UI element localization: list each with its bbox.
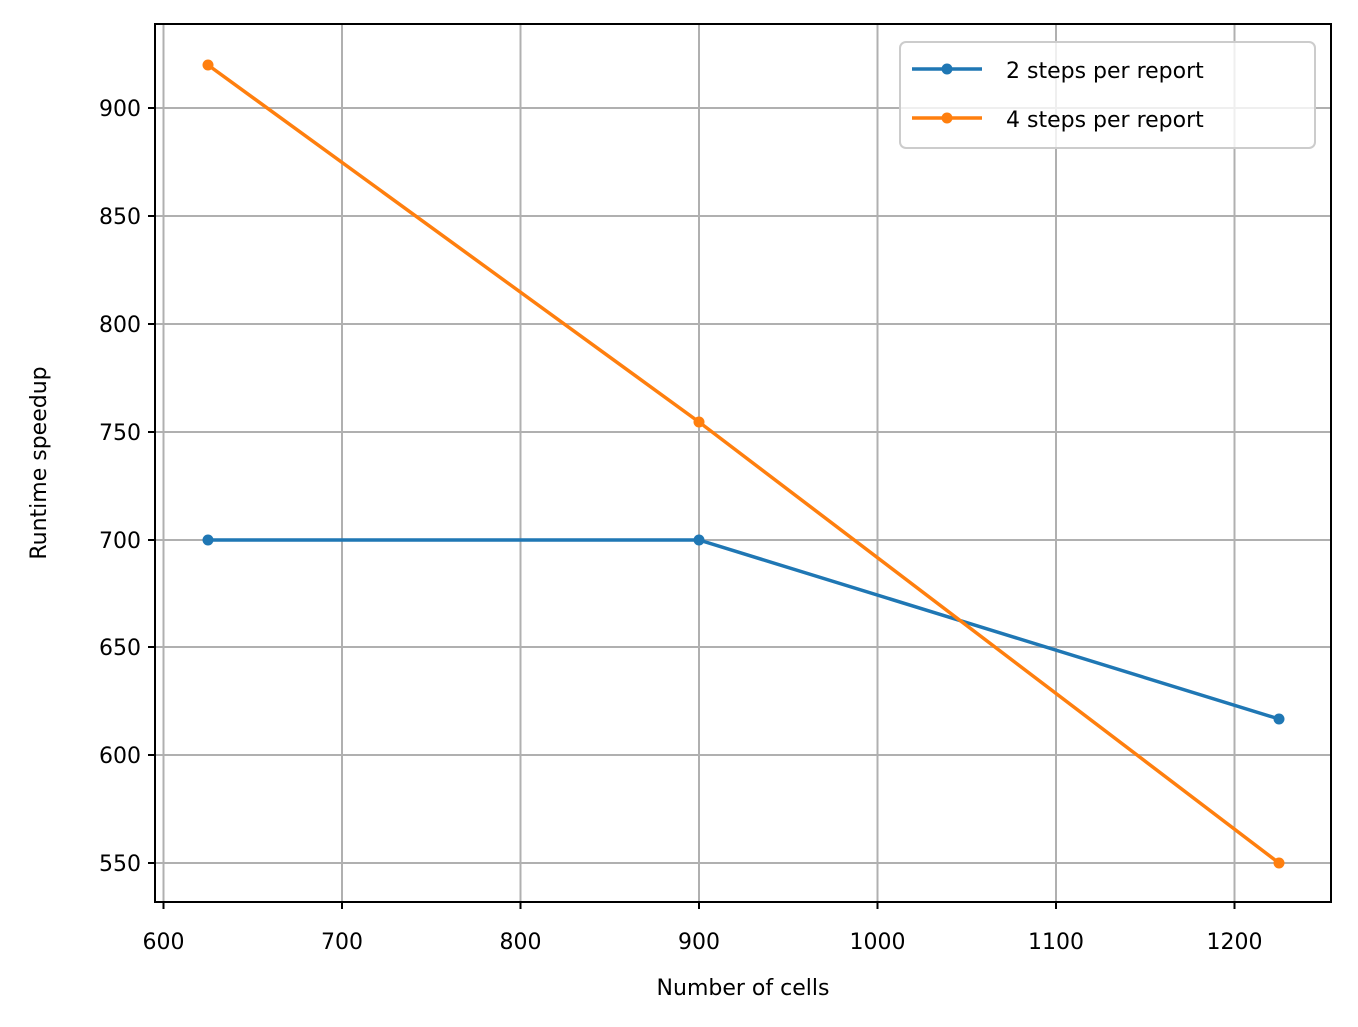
axes-frame xyxy=(154,23,1332,903)
legend-label: 4 steps per report xyxy=(1006,108,1204,133)
x-axis-label: Number of cells xyxy=(657,976,830,1001)
series-4-steps xyxy=(202,59,1285,869)
y-axis xyxy=(148,107,155,864)
y-tick-label: 700 xyxy=(99,529,141,554)
y-tick-label: 850 xyxy=(99,205,141,230)
legend-marker-icon xyxy=(941,63,953,75)
y-tick-label: 550 xyxy=(99,852,141,877)
x-tick-label: 800 xyxy=(500,930,542,955)
y-tick-label: 600 xyxy=(99,744,141,769)
x-tick-label: 600 xyxy=(143,930,185,955)
y-axis-label: Runtime speedup xyxy=(27,366,52,559)
x-tick-label: 1000 xyxy=(850,930,906,955)
y-tick-label: 750 xyxy=(99,421,141,446)
y-tick-label: 900 xyxy=(99,97,141,122)
x-axis xyxy=(162,902,1236,909)
x-tick-label: 1200 xyxy=(1207,930,1263,955)
x-tick-label: 700 xyxy=(321,930,363,955)
y-tick-label: 800 xyxy=(99,313,141,338)
x-tick-label: 1100 xyxy=(1028,930,1084,955)
x-tick-label: 900 xyxy=(678,930,720,955)
legend-label: 2 steps per report xyxy=(1006,59,1204,84)
legend: 2 steps per report 4 steps per report xyxy=(899,41,1316,149)
series-2-steps xyxy=(202,534,1285,725)
legend-marker-icon xyxy=(941,112,953,124)
y-tick-label: 650 xyxy=(99,636,141,661)
